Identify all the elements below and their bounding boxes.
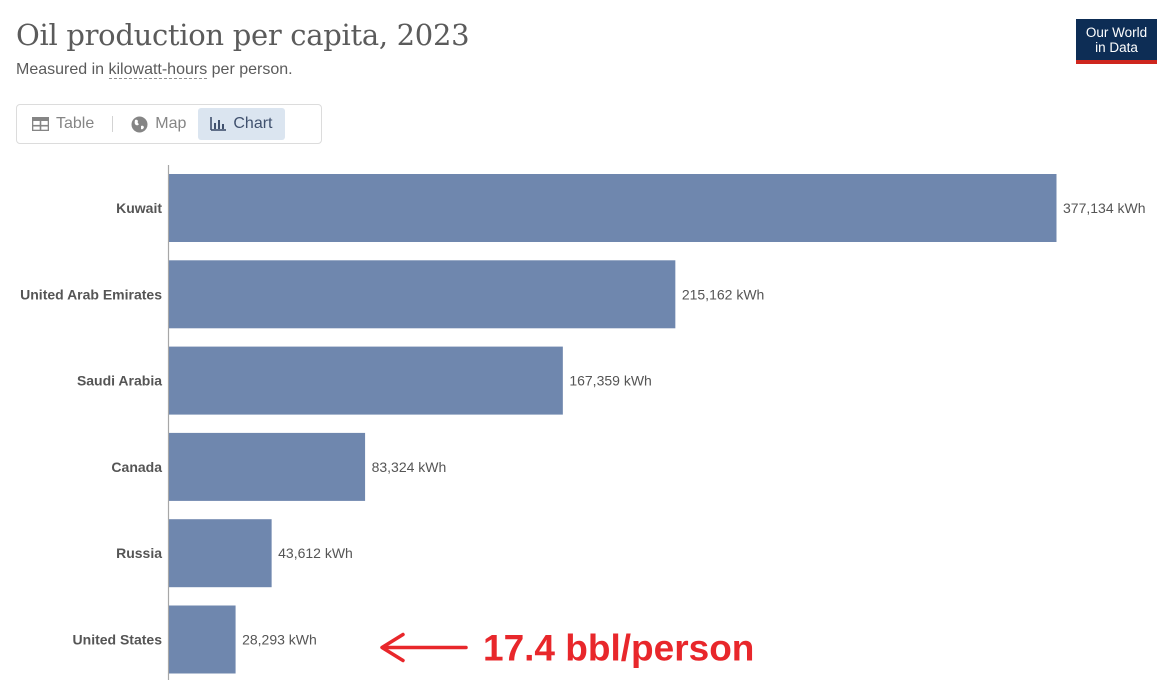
subtitle-prefix: Measured in <box>16 61 109 78</box>
view-tabs: Table Map Chart <box>16 104 322 144</box>
category-label: Russia <box>116 545 162 561</box>
logo-line-1: Our World <box>1085 25 1148 40</box>
tab-divider <box>112 116 114 132</box>
value-label: 167,359 kWh <box>569 373 652 389</box>
value-label: 43,612 kWh <box>278 545 353 561</box>
category-label: Saudi Arabia <box>77 373 162 389</box>
annotation-arrow <box>380 632 468 663</box>
chart-subtitle: Measured in kilowatt-hours per person. <box>16 61 293 79</box>
tab-map[interactable]: Map <box>119 108 198 140</box>
bar-5[interactable] <box>169 605 236 674</box>
subtitle-suffix: per person. <box>207 61 293 78</box>
owid-logo[interactable]: Our World in Data <box>1076 19 1157 64</box>
tab-map-label: Map <box>155 115 187 132</box>
table-icon <box>32 117 49 131</box>
bar-1[interactable] <box>169 260 676 329</box>
value-label: 83,324 kWh <box>372 459 447 475</box>
category-label: United States <box>73 632 163 648</box>
annotation-text: 17.4 bbl/person <box>483 628 754 669</box>
bar-3[interactable] <box>169 432 366 501</box>
tab-table-label: Table <box>56 115 95 132</box>
bar-0[interactable] <box>169 174 1057 242</box>
category-label: Kuwait <box>116 200 162 216</box>
category-label: United Arab Emirates <box>20 286 162 302</box>
tab-table[interactable]: Table <box>20 108 106 140</box>
kilowatt-hours-link[interactable]: kilowatt-hours <box>108 61 208 79</box>
bar-4[interactable] <box>169 519 272 588</box>
chart-title: Oil production per capita, 2023 <box>16 18 470 52</box>
value-label: 215,162 kWh <box>682 286 765 302</box>
value-label: 377,134 kWh <box>1063 200 1146 216</box>
globe-icon <box>131 116 148 132</box>
category-label: Canada <box>111 459 162 475</box>
value-label: 28,293 kWh <box>242 632 317 648</box>
bar-2[interactable] <box>169 346 563 415</box>
tab-chart[interactable]: Chart <box>198 108 285 140</box>
tab-chart-label: Chart <box>233 115 273 132</box>
logo-line-2: in Data <box>1095 40 1138 55</box>
bar-chart-icon <box>210 117 227 131</box>
